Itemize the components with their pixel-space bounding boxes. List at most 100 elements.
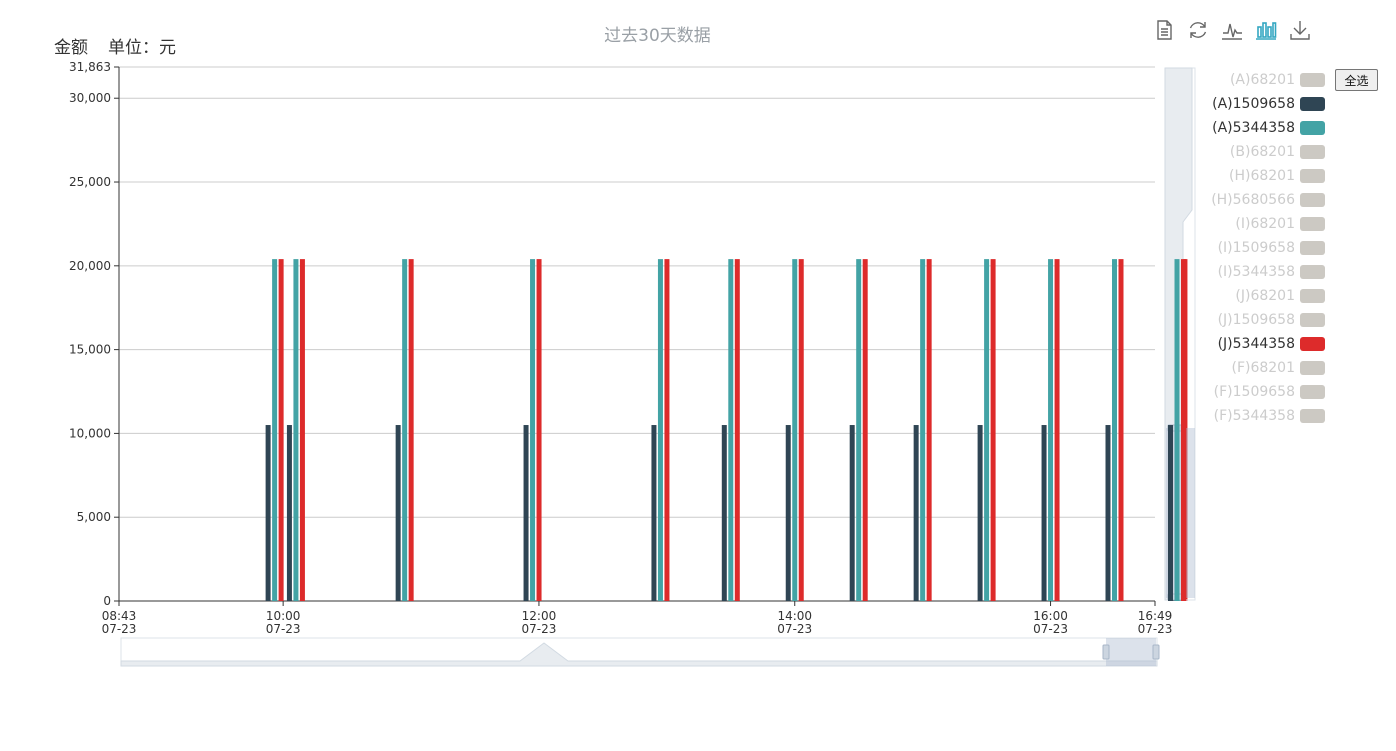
- legend-item[interactable]: (J)1509658: [1205, 308, 1325, 332]
- select-all-button[interactable]: 全选: [1335, 69, 1378, 91]
- bar[interactable]: [977, 425, 983, 601]
- legend-swatch: [1300, 193, 1325, 207]
- x-tick-date: 07-23: [1033, 622, 1068, 636]
- y-zoom-preview-bar: [1181, 259, 1186, 601]
- legend-label: (B)68201: [1229, 144, 1295, 160]
- bar[interactable]: [721, 425, 727, 601]
- bar[interactable]: [849, 425, 855, 601]
- x-tick-date: 07-23: [1138, 622, 1173, 636]
- legend-item[interactable]: (F)5344358: [1205, 404, 1325, 428]
- legend-label: (F)5344358: [1213, 408, 1295, 424]
- legend-item[interactable]: (I)1509658: [1205, 236, 1325, 260]
- x-tick-date: 07-23: [266, 622, 301, 636]
- legend-label: (H)68201: [1229, 168, 1295, 184]
- y-tick-label: 20,000: [69, 259, 111, 273]
- bar[interactable]: [1054, 259, 1060, 601]
- legend-item[interactable]: (J)68201: [1205, 284, 1325, 308]
- legend-item[interactable]: (A)5344358: [1205, 116, 1325, 140]
- y-tick-label: 30,000: [69, 91, 111, 105]
- legend-label: (H)5680566: [1211, 192, 1295, 208]
- bar[interactable]: [530, 259, 536, 601]
- x-tick-label: 16:00: [1033, 609, 1068, 623]
- legend-item[interactable]: (I)68201: [1205, 212, 1325, 236]
- legend-swatch: [1300, 169, 1325, 183]
- bar[interactable]: [920, 259, 926, 601]
- bar[interactable]: [862, 259, 868, 601]
- legend-item[interactable]: (F)68201: [1205, 356, 1325, 380]
- bar[interactable]: [523, 425, 529, 601]
- y-tick-label: 25,000: [69, 175, 111, 189]
- bar[interactable]: [926, 259, 932, 601]
- bar[interactable]: [651, 425, 657, 601]
- legend: (A)68201 (A)1509658 (A)5344358 (B)68201 (H)6…: [1205, 68, 1325, 428]
- bar[interactable]: [299, 259, 305, 601]
- legend-swatch: [1300, 265, 1325, 279]
- x-tick-date: 07-23: [102, 622, 137, 636]
- x-zoom-window[interactable]: [1106, 638, 1156, 666]
- bar[interactable]: [990, 259, 996, 601]
- bar[interactable]: [798, 259, 804, 601]
- bar[interactable]: [272, 259, 278, 601]
- bar[interactable]: [395, 425, 401, 601]
- bar-chart-icon[interactable]: [1254, 18, 1278, 42]
- download-icon[interactable]: [1288, 18, 1312, 42]
- x-zoom-handle-right[interactable]: [1152, 644, 1160, 660]
- bar[interactable]: [728, 259, 734, 601]
- legend-item[interactable]: (B)68201: [1205, 140, 1325, 164]
- legend-label: (I)5344358: [1217, 264, 1295, 280]
- bar[interactable]: [1041, 425, 1047, 601]
- bar[interactable]: [286, 425, 292, 601]
- x-tick-label: 08:43: [102, 609, 137, 623]
- legend-item[interactable]: (A)68201: [1205, 68, 1325, 92]
- bar[interactable]: [1048, 259, 1054, 601]
- legend-item[interactable]: (H)5680566: [1205, 188, 1325, 212]
- bar[interactable]: [984, 259, 990, 601]
- bar[interactable]: [1105, 425, 1111, 601]
- bar[interactable]: [792, 259, 798, 601]
- legend-swatch: [1300, 313, 1325, 327]
- legend-item[interactable]: (I)5344358: [1205, 260, 1325, 284]
- y-zoom-preview-bar: [1174, 259, 1180, 601]
- x-tick-label: 10:00: [266, 609, 301, 623]
- legend-swatch: [1300, 385, 1325, 399]
- x-tick-label: 16:49: [1138, 609, 1173, 623]
- legend-label: (J)5344358: [1217, 336, 1295, 352]
- bar[interactable]: [293, 259, 299, 601]
- bar[interactable]: [408, 259, 414, 601]
- legend-swatch: [1300, 97, 1325, 111]
- x-tick-date: 07-23: [777, 622, 812, 636]
- legend-item[interactable]: (H)68201: [1205, 164, 1325, 188]
- legend-label: (I)68201: [1235, 216, 1295, 232]
- legend-label: (F)68201: [1231, 360, 1295, 376]
- legend-label: (A)68201: [1229, 72, 1295, 88]
- bar[interactable]: [278, 259, 284, 601]
- bar[interactable]: [734, 259, 740, 601]
- y-tick-label: 5,000: [77, 510, 111, 524]
- x-zoom-handle-left[interactable]: [1102, 644, 1110, 660]
- legend-label: (F)1509658: [1213, 384, 1295, 400]
- bar[interactable]: [664, 259, 670, 601]
- bar[interactable]: [856, 259, 862, 601]
- bar[interactable]: [265, 425, 271, 601]
- y-tick-label: 10,000: [69, 426, 111, 440]
- data-view-icon[interactable]: [1152, 18, 1176, 42]
- legend-swatch: [1300, 145, 1325, 159]
- legend-item[interactable]: (A)1509658: [1205, 92, 1325, 116]
- legend-label: (J)1509658: [1217, 312, 1295, 328]
- y-zoom-preview-bar: [1168, 425, 1173, 601]
- y-tick-label: 15,000: [69, 343, 111, 357]
- refresh-icon[interactable]: [1186, 18, 1210, 42]
- legend-swatch: [1300, 121, 1325, 135]
- bar[interactable]: [1111, 259, 1117, 601]
- bar[interactable]: [536, 259, 542, 601]
- bar[interactable]: [913, 425, 919, 601]
- legend-item[interactable]: (F)1509658: [1205, 380, 1325, 404]
- toolbox: [1152, 18, 1312, 42]
- bar[interactable]: [1118, 259, 1124, 601]
- bar[interactable]: [402, 259, 408, 601]
- bar[interactable]: [657, 259, 663, 601]
- bar[interactable]: [785, 425, 791, 601]
- legend-item[interactable]: (J)5344358: [1205, 332, 1325, 356]
- line-chart-icon[interactable]: [1220, 18, 1244, 42]
